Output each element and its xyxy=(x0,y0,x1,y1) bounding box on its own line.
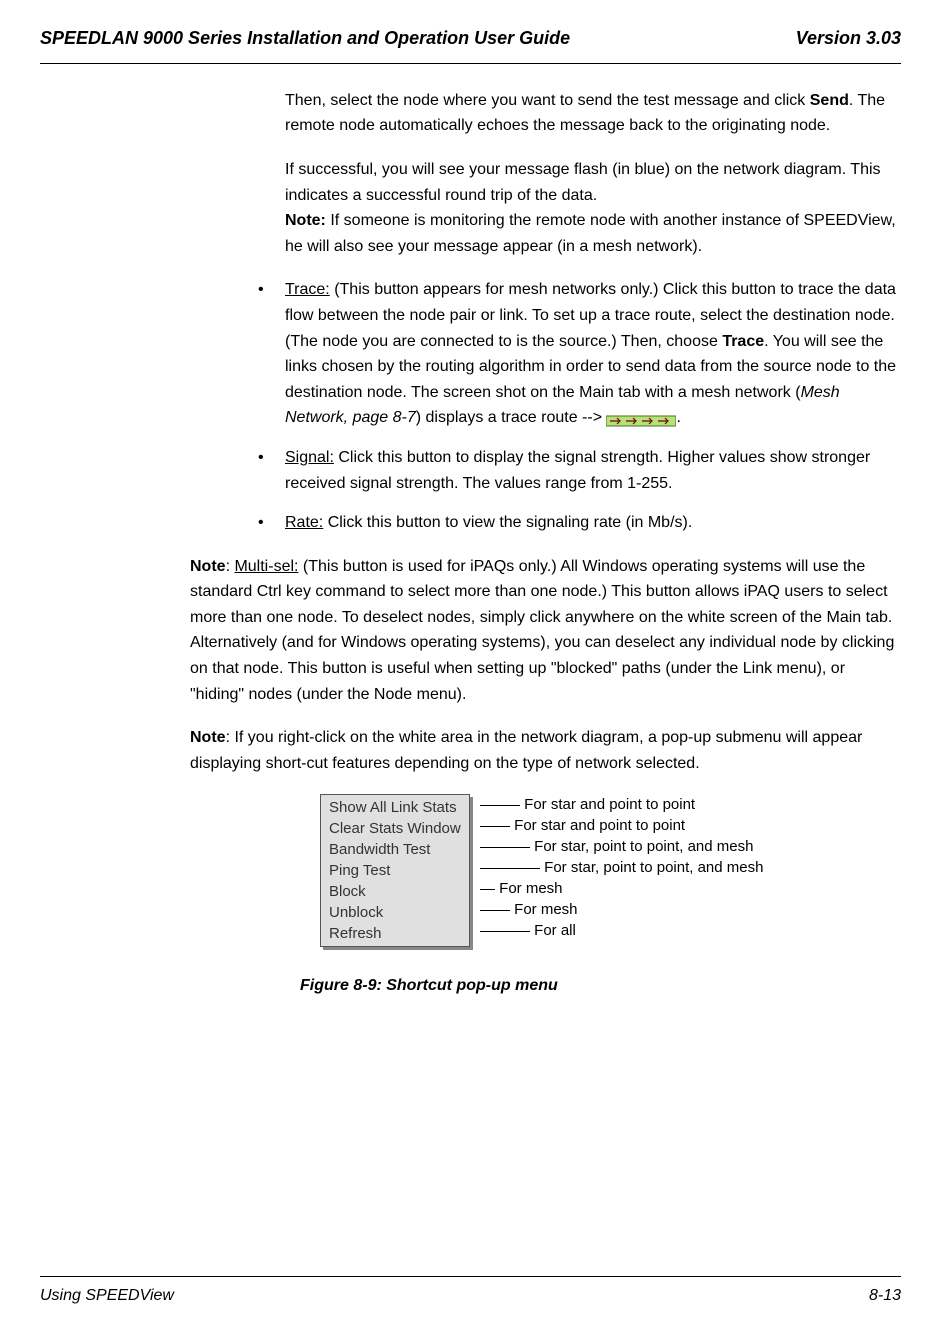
annotation: For mesh xyxy=(480,899,763,920)
paragraph-rightclick: Note: If you right-click on the white ar… xyxy=(190,725,901,776)
annotation: For star, point to point, and mesh xyxy=(480,836,763,857)
page-header: SPEEDLAN 9000 Series Installation and Op… xyxy=(40,24,901,59)
annotation: For all xyxy=(480,920,763,941)
popup-menu: Show All Link Stats Clear Stats Window B… xyxy=(320,794,470,947)
text: ) displays a trace route --> xyxy=(416,409,607,426)
menu-block[interactable]: Block xyxy=(329,881,461,902)
annotation: For star and point to point xyxy=(480,794,763,815)
annotation: For star, point to point, and mesh xyxy=(480,857,763,878)
footer-right: 8-13 xyxy=(869,1283,901,1309)
leader-line-icon xyxy=(480,847,530,848)
leader-line-icon xyxy=(480,826,510,827)
annot-text: For all xyxy=(534,922,576,939)
text: If successful, you will see your message… xyxy=(285,161,881,204)
annot-text: For mesh xyxy=(499,880,562,897)
bullet-signal: Signal: Click this button to display the… xyxy=(240,445,901,496)
menu-clear-stats-window[interactable]: Clear Stats Window xyxy=(329,818,461,839)
annotation: For mesh xyxy=(480,878,763,899)
note-label: Note: xyxy=(285,212,326,229)
leader-line-icon xyxy=(480,910,510,911)
trace-bold: Trace xyxy=(722,333,764,350)
annot-text: For star and point to point xyxy=(514,817,685,834)
text: Then, select the node where you want to … xyxy=(285,92,810,109)
bullet-rate: Rate: Click this button to view the sign… xyxy=(240,510,901,536)
annotation-column: For star and point to point For star and… xyxy=(480,794,763,941)
multisel-label: Multi-sel: xyxy=(234,558,298,575)
footer-left: Using SPEEDView xyxy=(40,1283,174,1309)
menu-unblock[interactable]: Unblock xyxy=(329,902,461,923)
menu-show-all-link-stats[interactable]: Show All Link Stats xyxy=(329,797,461,818)
annotation: For star and point to point xyxy=(480,815,763,836)
send-bold: Send xyxy=(810,92,849,109)
paragraph-send: Then, select the node where you want to … xyxy=(285,88,901,139)
menu-ping-test[interactable]: Ping Test xyxy=(329,860,461,881)
menu-bandwidth-test[interactable]: Bandwidth Test xyxy=(329,839,461,860)
annot-text: For mesh xyxy=(514,901,577,918)
page: SPEEDLAN 9000 Series Installation and Op… xyxy=(0,0,941,1329)
text: (This button is used for iPAQs only.) Al… xyxy=(190,558,894,703)
body-content: Then, select the node where you want to … xyxy=(240,88,901,536)
leader-line-icon xyxy=(480,805,520,806)
footer-rule xyxy=(40,1276,901,1277)
figure-caption: Figure 8-9: Shortcut pop-up menu xyxy=(300,973,901,999)
header-right: Version 3.03 xyxy=(796,24,901,53)
annot-text: For star, point to point, and mesh xyxy=(544,859,763,876)
leader-line-icon xyxy=(480,931,530,932)
note-label: Note xyxy=(190,558,226,575)
page-footer: Using SPEEDView 8-13 xyxy=(40,1276,901,1309)
leader-line-icon xyxy=(480,889,495,890)
trace-label: Trace: xyxy=(285,281,330,298)
bullet-trace: Trace: (This button appears for mesh net… xyxy=(240,277,901,431)
text: Click this button to view the signaling … xyxy=(323,514,692,531)
leader-line-icon xyxy=(480,868,540,869)
text: Click this button to display the signal … xyxy=(285,449,870,492)
bullet-list: Trace: (This button appears for mesh net… xyxy=(240,277,901,535)
paragraph-success: If successful, you will see your message… xyxy=(285,157,901,259)
text: If someone is monitoring the remote node… xyxy=(285,212,896,255)
trace-arrow-icon xyxy=(606,411,676,425)
header-left: SPEEDLAN 9000 Series Installation and Op… xyxy=(40,24,570,53)
figure-shortcut-menu: Show All Link Stats Clear Stats Window B… xyxy=(320,794,901,999)
note-block-1: Note: Multi-sel: (This button is used fo… xyxy=(190,554,901,777)
note-label: Note xyxy=(190,729,226,746)
annot-text: For star and point to point xyxy=(524,796,695,813)
menu-refresh[interactable]: Refresh xyxy=(329,923,461,944)
text: . xyxy=(676,409,680,426)
footer-row: Using SPEEDView 8-13 xyxy=(40,1283,901,1309)
header-rule xyxy=(40,63,901,64)
annot-text: For star, point to point, and mesh xyxy=(534,838,753,855)
signal-label: Signal: xyxy=(285,449,334,466)
rate-label: Rate: xyxy=(285,514,323,531)
text: : If you right-click on the white area i… xyxy=(190,729,862,772)
paragraph-multisel: Note: Multi-sel: (This button is used fo… xyxy=(190,554,901,708)
